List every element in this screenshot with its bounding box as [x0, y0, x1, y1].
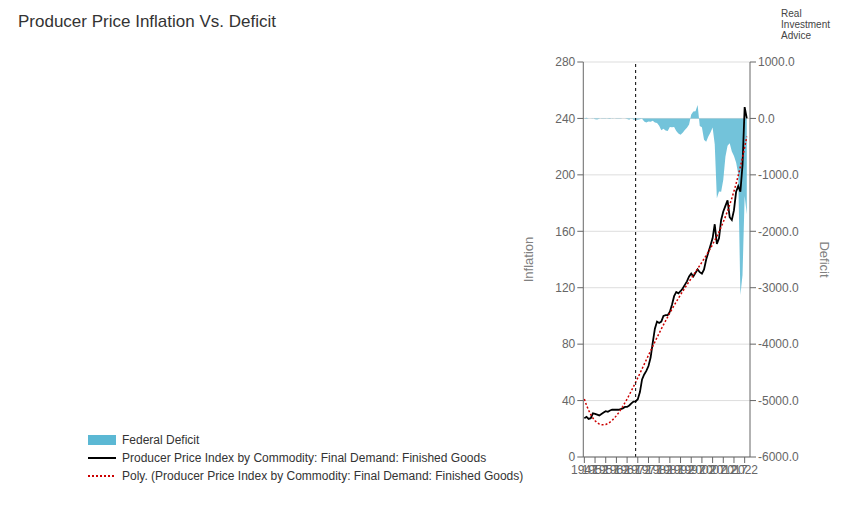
- svg-text:-5000.0: -5000.0: [758, 394, 799, 408]
- svg-text:-6000.0: -6000.0: [758, 450, 799, 464]
- svg-text:80: 80: [562, 337, 576, 351]
- svg-text:0.0: 0.0: [758, 112, 775, 126]
- html-text:Producer Price Index by Commod: Producer Price Index by Commodity: Final…: [122, 451, 487, 465]
- svg-text:1000.0: 1000.0: [758, 55, 795, 69]
- svg-text:-4000.0: -4000.0: [758, 337, 799, 351]
- svg-text:-1000.0: -1000.0: [758, 168, 799, 182]
- svg-text:40: 40: [562, 394, 576, 408]
- svg-text:0: 0: [569, 450, 576, 464]
- svg-text:120: 120: [555, 281, 575, 295]
- html-text:Real: Real: [781, 8, 802, 19]
- svg-text:Deficit: Deficit: [817, 241, 832, 278]
- html-text:Poly. (Producer Price Index by: Poly. (Producer Price Index by Commodity…: [122, 469, 524, 483]
- svg-text:200: 200: [555, 168, 575, 182]
- html-text:Investment: Investment: [781, 19, 830, 30]
- html-text:Producer Price Inflation Vs. D: Producer Price Inflation Vs. Deficit: [18, 12, 276, 31]
- svg-text:-2000.0: -2000.0: [758, 225, 799, 239]
- svg-text:280: 280: [555, 55, 575, 69]
- svg-text:2022: 2022: [731, 463, 758, 477]
- svg-text:240: 240: [555, 112, 575, 126]
- svg-text:-3000.0: -3000.0: [758, 281, 799, 295]
- svg-text:160: 160: [555, 225, 575, 239]
- html-text:Federal Deficit: Federal Deficit: [122, 433, 200, 447]
- html-text:Advice: Advice: [781, 30, 812, 41]
- svg-text:Inflation: Inflation: [521, 237, 536, 283]
